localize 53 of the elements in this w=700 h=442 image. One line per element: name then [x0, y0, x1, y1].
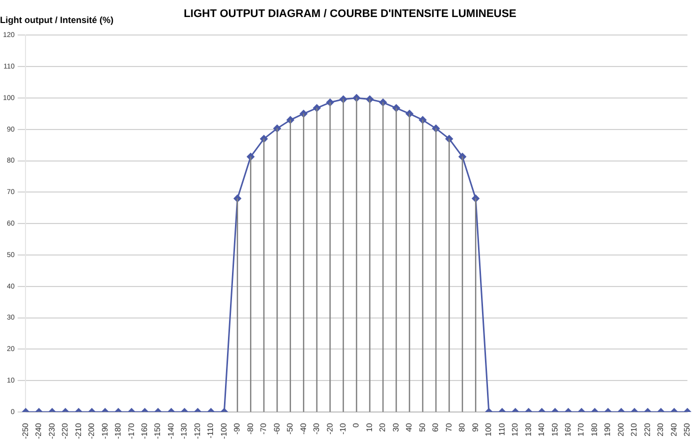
x-tick-label: -110: [206, 422, 216, 438]
x-tick-label: 50: [418, 422, 427, 432]
x-tick-label: -80: [246, 422, 255, 435]
x-tick-label: 190: [603, 422, 612, 436]
x-tick-label: 130: [524, 422, 533, 436]
x-tick-label: -170: [126, 422, 136, 440]
x-tick-label: 20: [378, 422, 388, 432]
x-tick-label: 240: [669, 422, 678, 436]
x-tick-label: -40: [298, 422, 308, 435]
chart-title: LIGHT OUTPUT DIAGRAM / COURBE D'INTENSITE LUMINEUSE: [184, 8, 516, 20]
x-tick-label: 90: [470, 422, 480, 432]
x-tick-label: -60: [272, 422, 282, 435]
x-tick-label: -240: [34, 422, 44, 440]
y-axis-title: Light output / Intensité (%): [0, 15, 114, 25]
x-tick-label: 140: [537, 422, 546, 436]
x-tick-label: -250: [20, 422, 30, 440]
x-tick-label: -180: [114, 422, 123, 440]
x-tick-label: 170: [576, 422, 586, 436]
x-tick-label: 40: [404, 422, 414, 432]
x-tick-label: -90: [232, 422, 242, 435]
x-tick-label: 60: [431, 422, 440, 432]
x-tick-label: 80: [458, 422, 467, 432]
x-tick-label: 250: [682, 422, 692, 436]
x-tick-label: -100: [219, 422, 228, 440]
x-tick-label: 210: [630, 422, 639, 436]
x-tick-label: 150: [550, 422, 560, 436]
x-tick-label: 220: [642, 422, 652, 436]
x-tick-label: 180: [590, 422, 599, 436]
x-tick-label: -190: [100, 422, 110, 440]
x-tick-label: -230: [47, 422, 56, 440]
x-tick-label: -30: [312, 422, 322, 435]
x-tick-label: -10: [338, 422, 348, 435]
x-tick-label: 100: [484, 422, 494, 436]
x-tick-label: -200: [87, 422, 96, 440]
x-tick-label: 230: [656, 422, 666, 436]
x-tick-label: 160: [563, 422, 572, 436]
x-tick-label: -160: [140, 422, 149, 440]
x-tick-label: -120: [192, 422, 202, 440]
x-tick-label: -70: [259, 422, 268, 435]
x-tick-label: 0: [352, 422, 361, 428]
x-tick-label: -210: [74, 422, 83, 440]
x-tick-label: 70: [444, 422, 454, 432]
x-tick-label: -20: [325, 422, 334, 435]
x-tick-label: -50: [286, 422, 295, 435]
x-tick-label: -150: [153, 422, 162, 440]
x-tick-label: -130: [180, 422, 189, 440]
x-tick-label: 200: [616, 422, 626, 436]
x-tick-label: 10: [364, 422, 374, 432]
x-tick-label: 120: [510, 422, 520, 436]
x-tick-label: -220: [60, 422, 70, 440]
x-tick-label: 110: [497, 422, 506, 436]
x-tick-label: -140: [166, 422, 176, 440]
x-tick-label: 30: [391, 422, 400, 432]
